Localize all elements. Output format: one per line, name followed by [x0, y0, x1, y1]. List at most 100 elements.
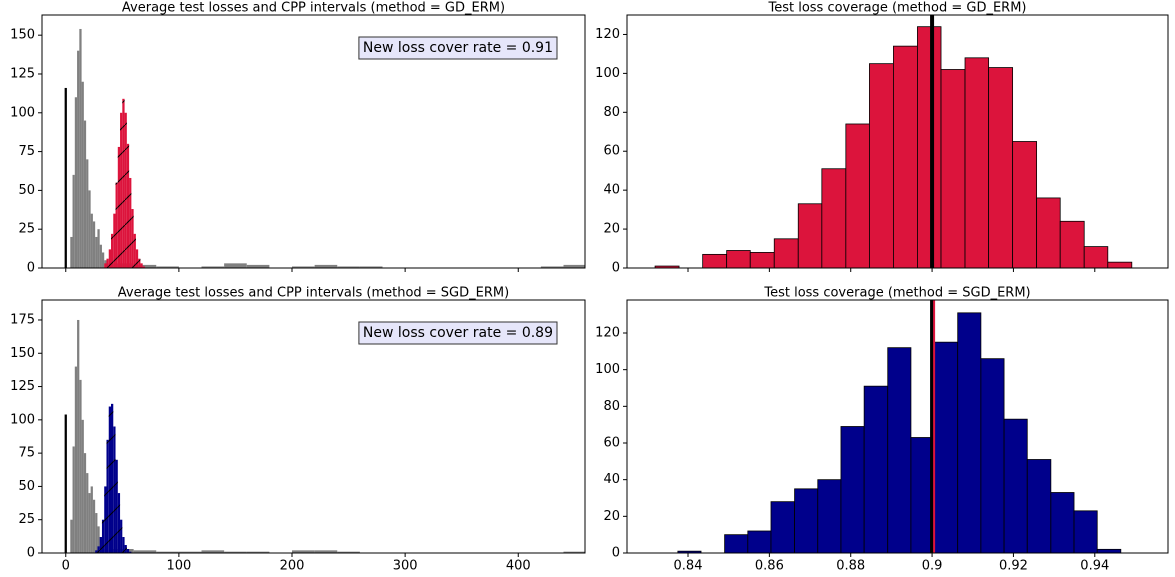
histogram-bar	[314, 264, 338, 268]
subplot: 0 25 50 75 100 125 150 Average test losses and …	[10, 1, 586, 276]
annotation: New loss cover rate = 0.89	[363, 325, 553, 341]
y-tick-label: 50	[18, 479, 35, 494]
y-tick-label: 75	[18, 144, 35, 159]
x-tick-label: 400	[506, 559, 531, 574]
histogram-bar	[314, 550, 338, 553]
x-tick-label: 200	[280, 559, 305, 574]
histogram-bar	[1050, 492, 1075, 553]
histogram-bar	[72, 174, 75, 268]
x-tick-label: 0	[62, 559, 70, 574]
histogram-bar	[863, 385, 889, 553]
histogram-bar	[724, 534, 749, 553]
histogram-bar	[964, 57, 990, 268]
hatch	[106, 439, 109, 553]
plot-area	[654, 15, 1133, 268]
annotation: New loss cover rate = 0.91	[363, 40, 553, 56]
histogram-bar	[1107, 261, 1133, 268]
histogram-bar	[747, 530, 772, 553]
histogram-bar	[980, 358, 1005, 553]
hatch	[95, 550, 98, 553]
histogram-bar	[79, 379, 82, 553]
histogram-bar	[359, 266, 383, 268]
histogram-bar	[133, 550, 157, 553]
histogram-bar	[64, 87, 67, 268]
y-tick-label: 0	[612, 261, 620, 276]
histogram-bar	[86, 159, 89, 268]
hatch	[122, 98, 125, 268]
plot-area	[64, 28, 585, 268]
hatch	[111, 403, 114, 553]
x-tick-label: 0.9	[922, 559, 943, 574]
hatch	[99, 537, 102, 553]
hatch	[113, 213, 116, 268]
subplot-title: Average test losses and CPP intervals (m…	[122, 1, 505, 16]
hatch	[131, 209, 134, 268]
histogram-bar	[156, 551, 179, 553]
hatch	[115, 459, 118, 553]
histogram-bar	[773, 238, 799, 268]
hatch	[117, 493, 121, 553]
hatch	[122, 537, 125, 553]
histogram-bar	[957, 312, 982, 553]
histogram-bar	[677, 550, 702, 553]
histogram-bar	[933, 341, 959, 553]
histogram-bar	[97, 526, 100, 553]
hatch	[126, 143, 130, 268]
histogram-bar	[201, 550, 225, 553]
histogram-bar	[845, 123, 870, 268]
hatch	[101, 519, 105, 553]
histogram-bar	[95, 236, 98, 268]
x-tick-label: 0.88	[836, 559, 865, 574]
y-tick-label: 80	[603, 105, 620, 120]
histogram-bar	[1059, 220, 1085, 268]
y-tick-label: 120	[595, 27, 620, 42]
histogram-bar	[1026, 459, 1052, 553]
plot-area	[677, 300, 1122, 553]
histogram-bar	[246, 551, 270, 553]
y-tick-label: 125	[10, 379, 35, 394]
y-tick-label: 125	[10, 66, 35, 81]
histogram-bar	[97, 229, 100, 268]
x-tick-label: 100	[166, 559, 191, 574]
histogram-bar	[70, 236, 73, 268]
subplot-title: Test loss coverage (method = SGD_ERM)	[763, 286, 1030, 301]
histogram-bar	[893, 45, 918, 268]
y-tick-label: 25	[18, 222, 35, 237]
y-tick-label: 0	[27, 261, 35, 276]
histogram-bar	[292, 550, 315, 553]
hatch	[115, 182, 118, 268]
histogram-bar	[81, 81, 84, 268]
hatch	[108, 406, 112, 553]
histogram-bar	[74, 97, 78, 268]
x-tick-label: 300	[393, 559, 418, 574]
y-tick-label: 20	[603, 509, 620, 524]
annotation-box	[358, 321, 558, 345]
histogram-bar	[101, 252, 105, 268]
histogram-bar	[840, 426, 865, 553]
y-tick-label: 0	[612, 546, 620, 561]
histogram-bar	[156, 266, 179, 268]
x-tick-label: 0.84	[674, 559, 703, 574]
y-tick-label: 120	[595, 326, 620, 341]
histogram-bar	[1012, 141, 1038, 268]
histogram-bar	[83, 453, 87, 553]
histogram-bar	[83, 120, 87, 268]
hatch	[129, 551, 132, 553]
subplot: 0 25 50 75 100 125 150 175 0 100 200 300 400 Average …	[10, 286, 586, 574]
subplot-title: Average test losses and CPP intervals (m…	[118, 286, 509, 301]
histogram-bar	[70, 519, 73, 553]
hatch	[140, 263, 143, 268]
hatch	[129, 177, 132, 268]
histogram-bar	[95, 513, 98, 553]
histogram-bar	[1083, 246, 1109, 268]
axes-frame	[626, 299, 1169, 554]
histogram-bar	[88, 190, 91, 268]
annotation-box	[358, 36, 558, 60]
histogram-bar	[749, 252, 775, 268]
hatch	[124, 545, 127, 553]
hatch	[138, 258, 141, 268]
histogram-bar	[702, 253, 728, 268]
hatch	[124, 112, 127, 268]
